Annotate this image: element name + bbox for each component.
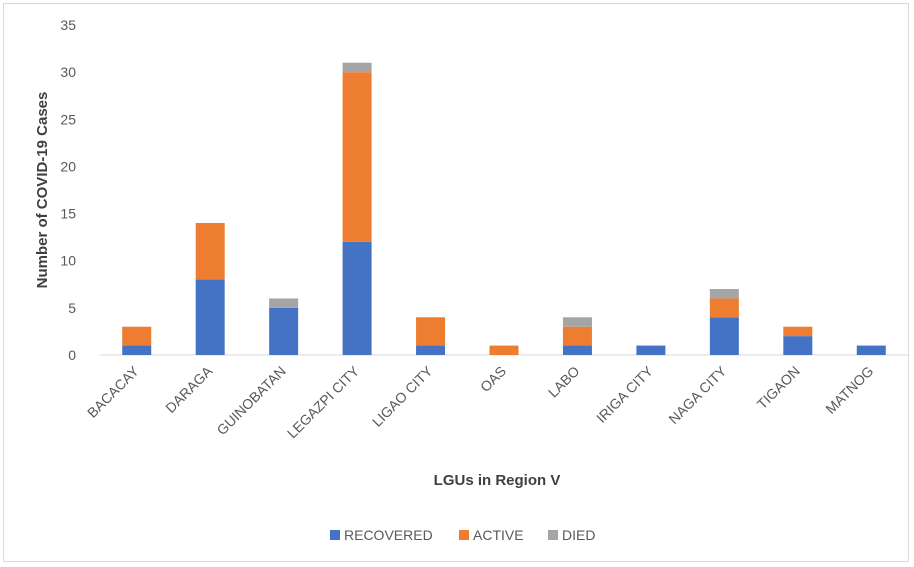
bar-segment-recovered [783,336,813,355]
bar-segment-active [122,326,152,346]
bar-segment-died [342,62,372,73]
legend-label-active: ACTIVE [473,527,524,543]
bar-segment-recovered [856,345,886,355]
y-axis-title: Number of COVID-19 Cases [34,92,51,289]
legend-swatch-died [548,530,558,540]
y-tick-label: 20 [60,158,76,174]
legend-label-recovered: RECOVERED [344,527,433,543]
x-tick-label: GUINOBATAN [213,363,288,438]
bar-segment-active [342,72,372,242]
bar-segment-died [562,317,592,327]
bar-segment-active [489,345,519,355]
x-tick-label: MATNOG [822,363,876,417]
x-tick-label: TIGAON [754,363,803,412]
legend-swatch-recovered [330,530,340,540]
bar-segment-recovered [709,317,739,355]
bar-segment-recovered [342,241,372,355]
x-tick-label: DARAGA [162,362,216,416]
legend-swatch-active [459,530,469,540]
chart-frame [3,3,909,562]
bar-segment-recovered [636,345,666,355]
x-tick-label: OAS [477,363,509,395]
bar-segment-recovered [562,345,592,355]
x-tick-label: LEGAZPI CITY [284,362,363,441]
bar-segment-active [195,223,225,280]
x-tick-label: IRIGA CITY [593,362,656,425]
y-axis-ticks: 0 5 10 15 20 25 30 35 [60,17,76,363]
bar-segment-died [709,289,739,299]
bar-segment-recovered [269,307,299,355]
y-tick-label: 25 [60,111,76,127]
bar-segment-recovered [416,345,446,355]
bar-segment-active [416,317,446,346]
y-tick-label: 0 [68,347,76,363]
y-tick-label: 30 [60,64,76,80]
bar-segment-active [562,326,592,346]
y-tick-label: 10 [60,253,76,269]
bar-segment-recovered [122,345,152,355]
y-tick-label: 5 [68,300,76,316]
legend: RECOVERED ACTIVE DIED [330,527,595,543]
bar-segment-active [709,298,739,318]
x-axis-title: LGUs in Region V [434,472,561,489]
bar-segment-died [269,298,299,308]
bar-segment-active [783,326,813,337]
bars-group [122,62,886,355]
y-tick-label: 35 [60,17,76,33]
x-tick-label: LIGAO CITY [369,362,436,429]
y-tick-label: 15 [60,206,76,222]
x-tick-label: LABO [545,363,583,401]
legend-label-died: DIED [562,527,595,543]
bar-segment-recovered [195,279,225,355]
x-tick-label: BACACAY [84,362,142,420]
x-tick-label: NAGA CITY [665,362,730,427]
